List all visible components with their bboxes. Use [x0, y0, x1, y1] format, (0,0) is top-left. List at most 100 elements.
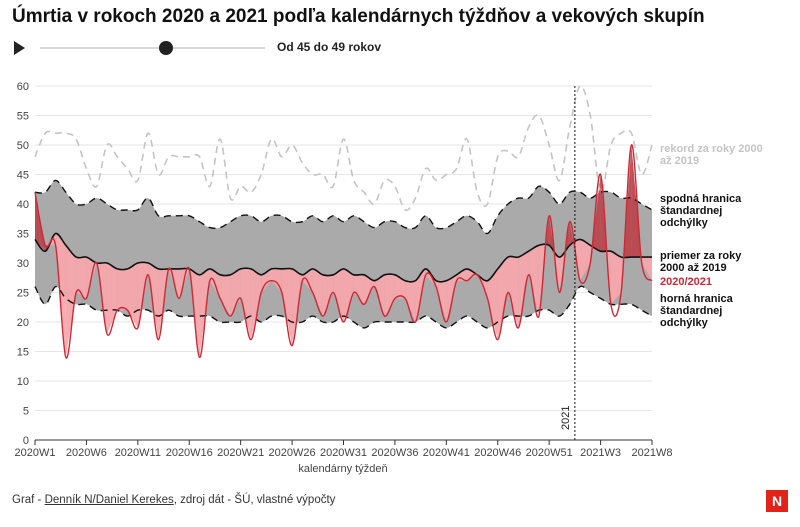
y-tick-label: 40 [17, 199, 29, 211]
record-line [34, 85, 653, 212]
excess-deaths-area [580, 239, 591, 281]
excess-deaths-area [364, 274, 375, 305]
excess-deaths-area [436, 280, 447, 322]
author-link[interactable]: Denník N/Daniel Kerekes [44, 494, 174, 506]
excess-deaths-area [322, 274, 334, 317]
x-tick-label: 2020W21 [217, 447, 264, 459]
excess-deaths-area [76, 257, 87, 299]
excess-deaths-area [178, 268, 190, 299]
excess-deaths-area [333, 268, 344, 322]
chart-title: Úmrtia v rokoch 2020 a 2021 podľa kalend… [12, 6, 705, 27]
footer-prefix: Graf - [12, 494, 45, 506]
y-tick-label: 25 [17, 288, 29, 300]
excess-deaths-area [106, 263, 118, 334]
y-tick-label: 0 [23, 435, 29, 447]
excess-deaths-area [528, 245, 539, 317]
play-icon[interactable] [14, 41, 25, 55]
x-tick-label: 2020W41 [423, 447, 470, 459]
excess-deaths-area [343, 268, 354, 322]
x-tick-label: 2020W51 [526, 447, 573, 459]
excess-deaths-area [446, 274, 457, 322]
legend-current-line: 2020/2021 [660, 276, 712, 288]
excess-deaths-area [466, 268, 478, 281]
y-tick-label: 45 [17, 170, 29, 182]
y-tick-label: 35 [17, 229, 29, 241]
y-tick-label: 60 [17, 81, 29, 93]
excess-deaths-area [230, 268, 241, 317]
excess-deaths-area [518, 251, 529, 328]
excess-deaths-area [117, 268, 128, 311]
excess-deaths-area [497, 257, 509, 340]
excess-deaths-area [487, 268, 498, 340]
legend-lower-std-dev-line: odchýlky [660, 317, 709, 329]
excess-deaths-area [281, 268, 293, 346]
excess-deaths-area [569, 221, 574, 246]
excess-deaths-area [312, 268, 323, 317]
excess-deaths-area [250, 268, 262, 340]
legend-mean-line: 2000 až 2019 [660, 262, 727, 274]
excess-deaths-area [394, 274, 406, 299]
legend-upper-std-dev-line: spodná hranica [660, 193, 742, 205]
excess-deaths-area [199, 268, 210, 358]
y-tick-label: 10 [17, 376, 29, 388]
y-tick-label: 15 [17, 347, 29, 359]
x-axis-title: kalendárny týždeň [298, 463, 387, 475]
legend-record: rekord za roky 2000 až 2019 [660, 143, 763, 167]
excess-deaths-area [374, 274, 385, 317]
x-tick-label: 2020W6 [66, 447, 107, 459]
year-2021-label: 2021 [560, 406, 572, 430]
footer-source: , zdroj dát - ŠÚ, vlastné výpočty [173, 494, 336, 506]
legend-mean: priemer za roky 2000 až 2019 [660, 250, 742, 274]
legend-lower-std-dev-line: horná hranica [660, 293, 734, 305]
legend-lower-std-dev-line: štandardnej [660, 305, 722, 317]
excess-deaths-area [565, 221, 570, 251]
y-tick-label: 20 [17, 317, 29, 329]
legend-upper-std-dev-line: odchýlky [660, 217, 709, 229]
slider-thumb[interactable] [159, 41, 173, 55]
y-tick-label: 55 [17, 111, 29, 123]
x-tick-label: 2020W16 [166, 447, 213, 459]
y-tick-label: 50 [17, 140, 29, 152]
x-tick-label: 2020W36 [371, 447, 418, 459]
x-tick-label: 2020W26 [269, 447, 316, 459]
playback-controls: Od 45 do 49 rokov [12, 38, 412, 58]
current-2020-2021-line [34, 144, 653, 359]
excess-deaths-area [592, 174, 601, 252]
upper-std-dev-line [34, 179, 653, 235]
excess-deaths-area [220, 274, 231, 317]
y-tick-label: 5 [23, 406, 29, 418]
lower-std-dev-line [34, 285, 653, 329]
excess-deaths-area [353, 274, 365, 305]
excess-deaths-area [292, 268, 303, 346]
excess-deaths-area [641, 257, 652, 281]
chart-footer: Graf - Denník N/Daniel Kerekes, zdroj dá… [12, 494, 335, 506]
legend-current: 2020/2021 [660, 276, 712, 288]
x-tick-label: 2020W1 [15, 447, 56, 459]
x-tick-label: 2020W11 [115, 447, 161, 459]
excess-deaths-area [600, 174, 607, 252]
mortality-chart: 0 5 10 15 20 25 30 35 40 45 50 55 60 2021 2020W1 2020W6… [15, 81, 763, 475]
legend-upper-std-dev-line: štandardnej [660, 205, 722, 217]
x-tick-label: 2021W3 [580, 447, 621, 459]
excess-deaths-area [148, 263, 159, 340]
age-group-slider[interactable] [40, 47, 265, 49]
excess-deaths-area [559, 250, 566, 293]
mean-line [34, 232, 652, 283]
legend-lower-std-dev: horná hranica štandardnej odchýlky [660, 293, 734, 329]
x-tick-label: 2020W46 [474, 447, 521, 459]
legend-record-line: až 2019 [660, 155, 699, 167]
legend-record-line: rekord za roky 2000 [660, 143, 763, 155]
excess-deaths-area [508, 257, 519, 328]
excess-deaths-area [240, 268, 251, 340]
x-tick-label: 2021W8 [632, 447, 673, 459]
y-tick-label: 30 [17, 258, 29, 270]
excess-deaths-area [405, 280, 416, 322]
excess-deaths-area [610, 251, 622, 305]
age-group-label: Od 45 do 49 rokov [277, 40, 382, 54]
legend-upper-std-dev: spodná hranica štandardnej odchýlky [660, 193, 742, 229]
legend-mean-line: priemer za roky [660, 250, 742, 262]
excess-deaths-area [546, 215, 550, 246]
dennik-n-logo: N [766, 490, 788, 512]
excess-deaths-area [127, 263, 138, 328]
x-tick-label: 2020W31 [320, 447, 367, 459]
